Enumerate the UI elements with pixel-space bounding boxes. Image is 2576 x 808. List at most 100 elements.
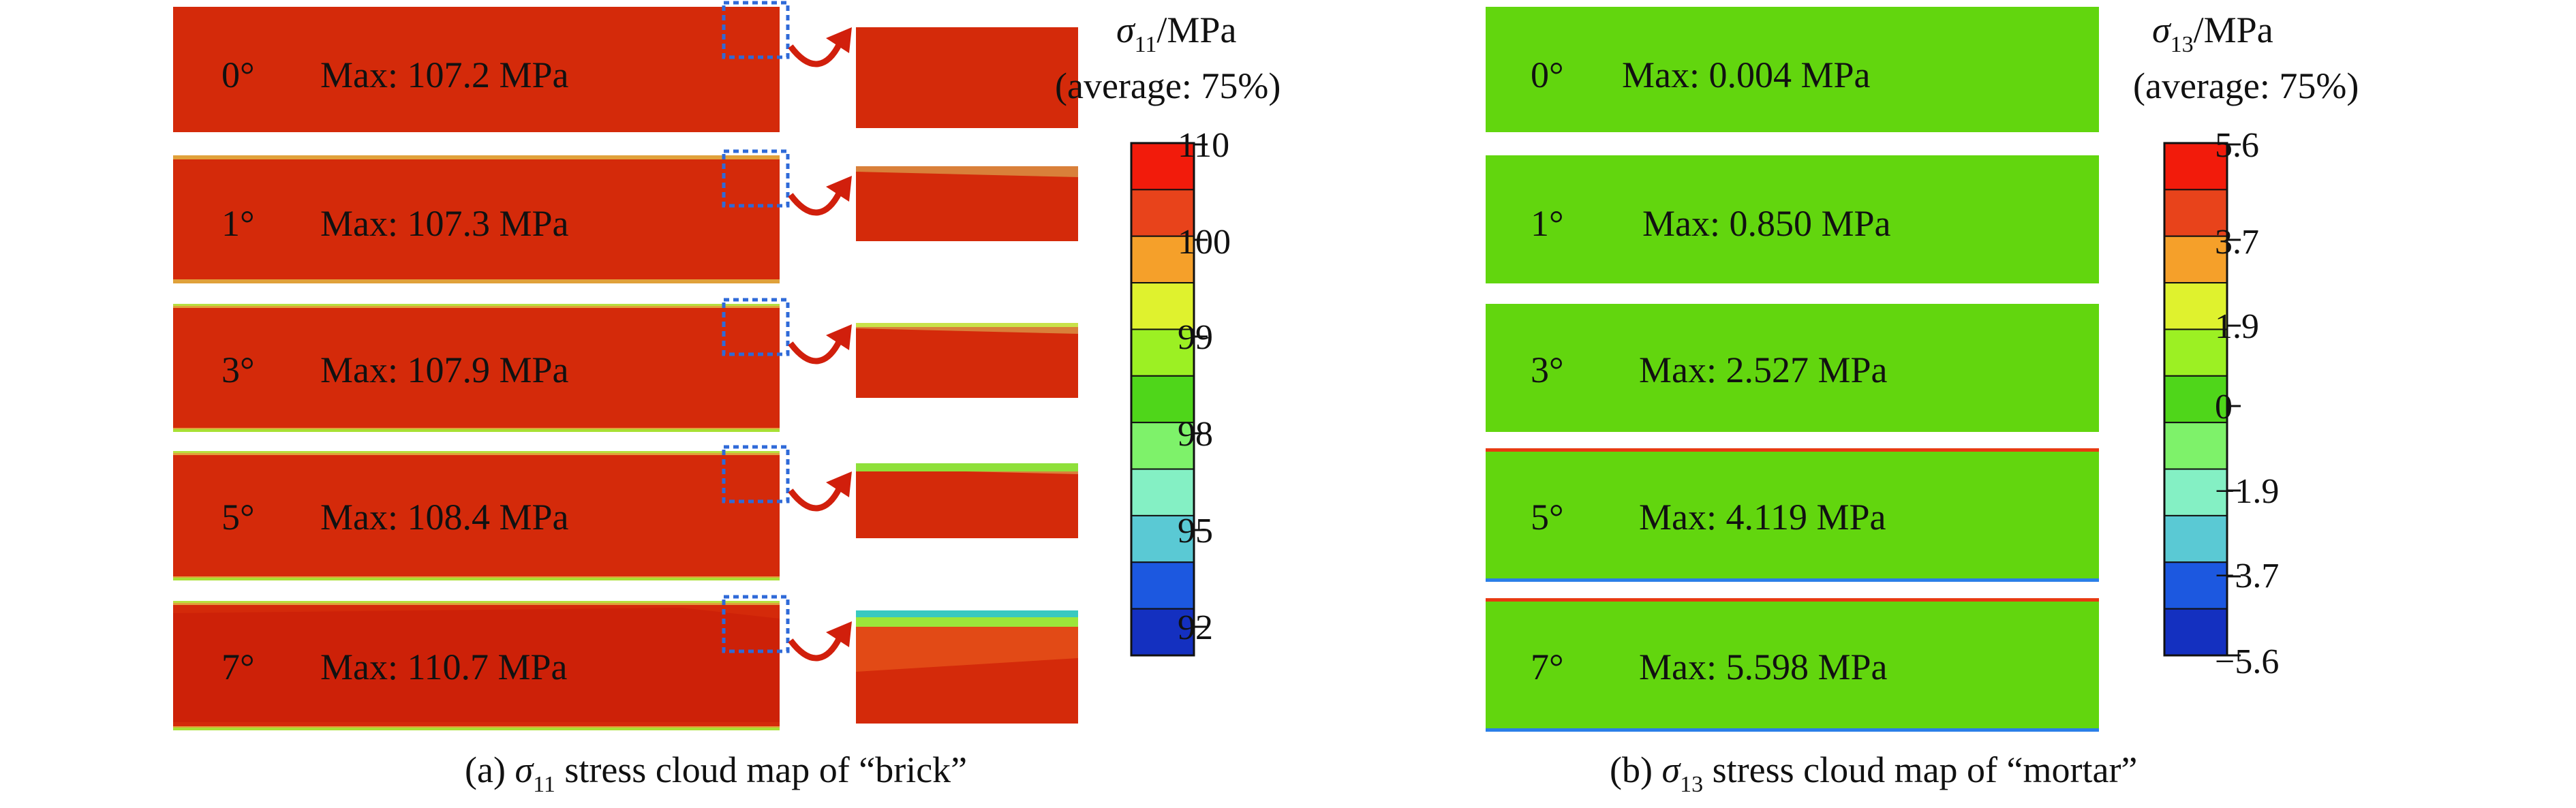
zoom-arrow [788, 190, 843, 216]
mortar-strip [1486, 451, 2099, 580]
angle-label: 0° [221, 55, 255, 95]
mortar-colorbar-segment [2164, 468, 2228, 516]
mortar-strip [1486, 155, 2099, 283]
brick-colorbar-segment [1131, 561, 1195, 610]
mortar-colorbar-segment [2164, 514, 2228, 563]
mortar-colorbar-segment [2164, 561, 2228, 610]
brick-zoom-insets [856, 27, 1078, 724]
zoom-arrowhead [826, 176, 852, 202]
zoom-inset [856, 323, 1078, 398]
zoom-region-box [722, 149, 790, 208]
brick-strip [173, 451, 780, 580]
strip-edge-band [173, 451, 780, 453]
inset-edge-band [856, 463, 1078, 471]
caption-b: (b) σ13 stress cloud map of “mortar” [1610, 749, 2137, 797]
mortar-strip [1486, 304, 2099, 432]
colorbar-tick-label: 1.9 [2215, 307, 2259, 346]
angle-label: 7° [221, 647, 255, 687]
zoom-arrowhead [826, 471, 852, 497]
angle-label: 1° [1531, 203, 1564, 244]
brick-strip [173, 155, 780, 283]
mortar-strips [1486, 7, 2099, 732]
brick-row-labels: 0° Max: 107.2 MPa 1° Max: 107.3 MPa 3° M… [221, 55, 569, 687]
zoom-arrow [788, 339, 843, 364]
max-label: Max: 110.7 MPa [320, 647, 568, 687]
max-label: Max: 5.598 MPa [1639, 647, 1888, 687]
colorbar-tick-label: −5.6 [2215, 642, 2279, 681]
max-label: Max: 107.2 MPa [320, 55, 569, 95]
angle-label: 7° [1531, 647, 1564, 687]
brick-colorbar-segment [1131, 468, 1195, 516]
zoom-inset [856, 27, 1078, 128]
strip-edge-band [173, 155, 780, 159]
strip-edge-band [173, 304, 780, 306]
max-label: Max: 4.119 MPa [1639, 497, 1886, 538]
mortar-colorbar-labels: 5.6 3.7 1.9 0 −1.9 −3.7 −5.6 [2215, 126, 2279, 681]
caption-a: (a) σ11 stress cloud map of “brick” [465, 749, 967, 797]
brick-colorbar-segment [1131, 422, 1195, 470]
strip-edge-band [173, 601, 780, 603]
zoom-arrowhead [826, 621, 852, 647]
max-label: Max: 0.004 MPa [1622, 55, 1871, 95]
max-label: Max: 107.9 MPa [320, 349, 569, 390]
colorbar-tick-label: 3.7 [2215, 223, 2259, 262]
zoom-region-box [722, 445, 790, 503]
brick-colorbar-segment [1131, 328, 1195, 377]
legend-average: (average: 75%) [2133, 65, 2359, 106]
angle-label: 3° [1531, 349, 1564, 390]
mortar-row-labels: 0° Max: 0.004 MPa 1° Max: 0.850 MPa 3° M… [1531, 55, 1891, 687]
zoom-arrowhead [826, 324, 852, 350]
colorbar-tick-label: 110 [1178, 126, 1229, 165]
zoom-arrow [788, 42, 843, 67]
colorbar-tick-label: 5.6 [2215, 126, 2259, 165]
strip-edge-band [1486, 598, 2099, 602]
strip-edge-band [173, 279, 780, 283]
brick-colorbar-labels: 110 100 99 98 95 92 [1178, 126, 1231, 647]
max-label: Max: 0.850 MPa [1642, 203, 1891, 244]
brick-colorbar [1130, 142, 1208, 657]
strip-edge-band [1486, 578, 2099, 582]
max-label: Max: 108.4 MPa [320, 497, 569, 538]
mortar-strip [1486, 601, 2099, 730]
strip-edge-band [173, 429, 780, 432]
zoom-region-box [722, 595, 790, 653]
brick-legend-title: σ11/MPa (average: 75%) [1055, 10, 1281, 106]
inset-edge-band [856, 610, 1078, 617]
zoom-region-box [722, 298, 790, 356]
zoom-region-box [722, 1, 790, 59]
zoom-arrow [788, 636, 843, 662]
strip-edge-band [173, 728, 780, 730]
mortar-legend-title: σ13/MPa (average: 75%) [2133, 10, 2359, 106]
brick-strip [173, 7, 780, 132]
angle-label: 3° [221, 349, 255, 390]
inset-edge-band [856, 166, 1078, 177]
brick-colorbar-segment [1131, 189, 1195, 237]
zoom-arrow [788, 486, 843, 512]
inset-gradient [856, 627, 1078, 672]
max-label: Max: 2.527 MPa [1639, 349, 1888, 390]
brick-colorbar-frame [1130, 142, 1195, 657]
colorbar-tick-label: 99 [1178, 318, 1213, 357]
brick-strip [173, 304, 780, 432]
colorbar-tick-label: 100 [1178, 223, 1231, 262]
legend-title: σ11/MPa [1116, 10, 1236, 57]
colorbar-tick-label: 98 [1178, 415, 1213, 454]
inset-edge-band [856, 617, 1078, 627]
strip-edge-band [1486, 448, 2099, 452]
colorbar-tick-label: 0 [2215, 388, 2233, 426]
zoom-inset [856, 166, 1078, 241]
mortar-colorbar-segment [2164, 328, 2228, 377]
colorbar-tick-label: −3.7 [2215, 557, 2279, 595]
angle-label: 5° [1531, 497, 1564, 538]
mortar-colorbar [2163, 142, 2241, 657]
mortar-strip [1486, 7, 2099, 132]
brick-strips [173, 1, 852, 730]
brick-colorbar-segment [1131, 608, 1195, 656]
colorbar-tick-label: 95 [1178, 512, 1213, 550]
angle-label: 1° [221, 203, 255, 244]
strip-edge-band [1486, 728, 2099, 732]
angle-label: 5° [221, 497, 255, 538]
mortar-colorbar-segment [2164, 422, 2228, 470]
colorbar-tick-label: −1.9 [2215, 472, 2279, 511]
